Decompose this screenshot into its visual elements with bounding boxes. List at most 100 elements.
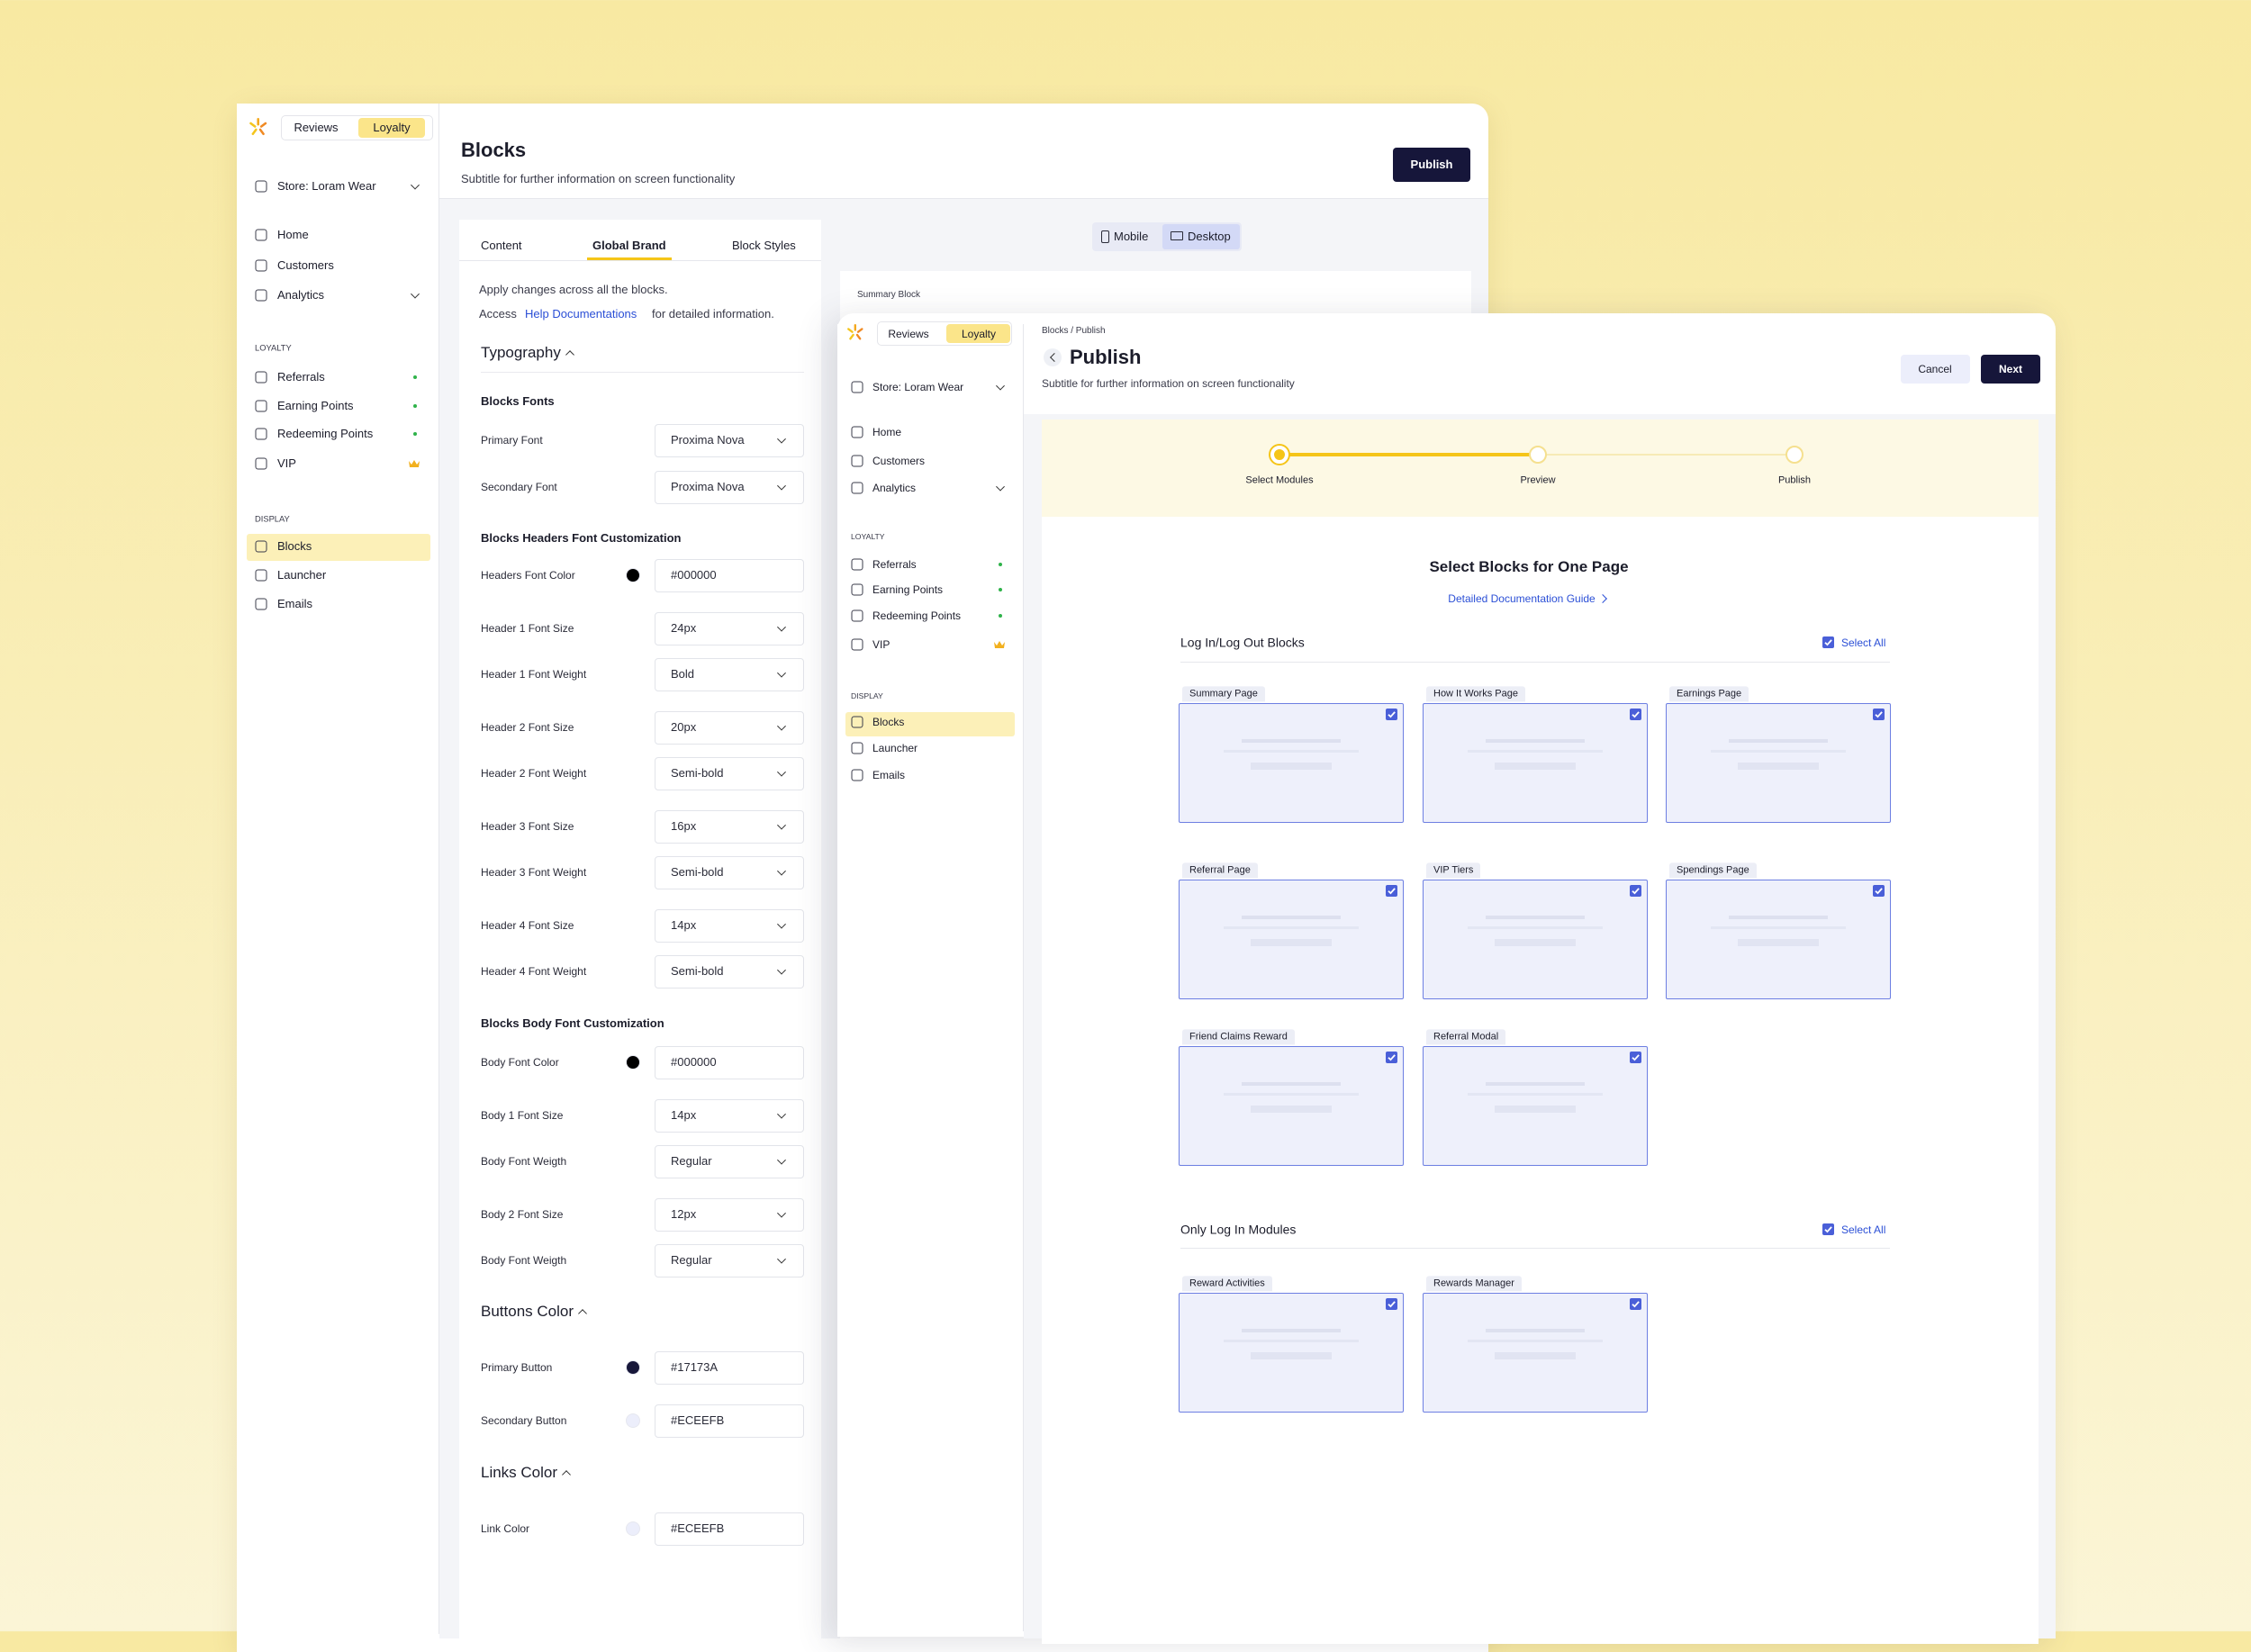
nav-item[interactable]: Launcher xyxy=(277,568,327,582)
help-link[interactable]: Help Documentations xyxy=(525,307,637,321)
nav-item[interactable]: Redeeming Points xyxy=(872,609,962,622)
checkbox[interactable] xyxy=(1630,1298,1641,1310)
field-value[interactable]: 20px xyxy=(671,720,697,735)
card-label[interactable]: Reward Activities xyxy=(1182,1276,1272,1292)
nav-item[interactable]: Earning Points xyxy=(872,582,944,596)
field-value[interactable]: Proxima Nova xyxy=(671,480,745,494)
checkbox[interactable] xyxy=(1630,885,1641,897)
select-all[interactable]: Select All xyxy=(1841,636,1886,649)
nav-item[interactable]: Referrals xyxy=(872,557,917,571)
field-input[interactable] xyxy=(655,1244,804,1277)
panel-tab[interactable]: Global Brand xyxy=(592,239,666,253)
color-swatch[interactable] xyxy=(626,1360,640,1375)
field-input[interactable] xyxy=(655,1512,804,1546)
color-swatch[interactable] xyxy=(626,568,640,582)
store-selector[interactable]: Store: Loram Wear xyxy=(277,179,376,194)
field-input[interactable] xyxy=(655,658,804,691)
nav-item[interactable]: Analytics xyxy=(277,288,325,302)
checkbox[interactable] xyxy=(1873,709,1885,720)
field-value[interactable]: #000000 xyxy=(671,1055,717,1070)
card-label[interactable]: Referral Modal xyxy=(1426,1029,1506,1045)
nav-item[interactable]: Blocks xyxy=(277,539,312,554)
card-label[interactable]: Friend Claims Reward xyxy=(1182,1029,1295,1045)
field-value[interactable]: Bold xyxy=(671,667,695,682)
field-input[interactable] xyxy=(655,1046,804,1079)
nav-item[interactable]: Launcher xyxy=(872,741,918,754)
card-label[interactable]: Summary Page xyxy=(1182,686,1265,702)
field-value[interactable]: Regular xyxy=(671,1253,712,1268)
checkbox[interactable] xyxy=(1873,885,1885,897)
field-value[interactable]: Semi-bold xyxy=(671,964,724,979)
view-option[interactable]: Mobile xyxy=(1114,230,1149,244)
next-button[interactable] xyxy=(1981,355,2040,384)
product-tab[interactable]: Loyalty xyxy=(961,327,997,340)
nav-item[interactable]: Earning Points xyxy=(277,399,354,413)
nav-item[interactable]: Blocks xyxy=(872,715,905,728)
nav-item[interactable]: Customers xyxy=(277,258,334,273)
nav-item[interactable]: Home xyxy=(872,425,902,438)
field-value[interactable]: Semi-bold xyxy=(671,766,724,781)
nav-item[interactable]: Emails xyxy=(277,597,313,611)
publish-button-label[interactable]: Publish xyxy=(1410,158,1453,172)
card-label[interactable]: Spendings Page xyxy=(1669,862,1757,879)
field-input[interactable] xyxy=(655,1145,804,1178)
product-tab[interactable]: Loyalty xyxy=(373,121,411,135)
field-value[interactable]: 14px xyxy=(671,1108,697,1123)
product-tab[interactable]: Reviews xyxy=(294,121,339,135)
field-value[interactable]: Proxima Nova xyxy=(671,433,745,447)
field-input[interactable] xyxy=(655,711,804,745)
field-value[interactable]: Regular xyxy=(671,1154,712,1169)
store-selector[interactable]: Store: Loram Wear xyxy=(872,380,964,393)
documentation-link[interactable]: Detailed Documentation Guide xyxy=(1448,591,1596,605)
card-label[interactable]: Rewards Manager xyxy=(1426,1276,1522,1292)
field-input[interactable] xyxy=(655,424,804,457)
card-label[interactable]: How It Works Page xyxy=(1426,686,1525,702)
field-value[interactable]: 16px xyxy=(671,819,697,834)
field-input[interactable] xyxy=(655,909,804,943)
color-swatch[interactable] xyxy=(626,1055,640,1070)
nav-item[interactable]: VIP xyxy=(872,637,890,651)
field-input[interactable] xyxy=(655,810,804,844)
checkbox[interactable] xyxy=(1386,885,1397,897)
color-swatch[interactable] xyxy=(626,1413,640,1428)
checkbox[interactable] xyxy=(1630,1052,1641,1063)
color-swatch[interactable] xyxy=(626,1521,640,1536)
section-title[interactable]: Typography xyxy=(481,343,561,361)
field-value[interactable]: #17173A xyxy=(671,1360,719,1375)
checkbox[interactable] xyxy=(1386,1298,1397,1310)
nav-item[interactable]: Home xyxy=(277,228,309,242)
field-input[interactable] xyxy=(655,1351,804,1385)
section-title[interactable]: Links Color xyxy=(481,1463,558,1481)
select-all[interactable]: Select All xyxy=(1841,1223,1886,1236)
publish-button[interactable] xyxy=(1393,148,1470,182)
field-value[interactable]: 12px xyxy=(671,1207,697,1222)
checkbox[interactable] xyxy=(1386,1052,1397,1063)
field-input[interactable] xyxy=(655,1404,804,1438)
field-input[interactable] xyxy=(655,1198,804,1232)
back-button[interactable] xyxy=(1044,348,1062,366)
checkbox[interactable] xyxy=(1386,709,1397,720)
card-label[interactable]: Earnings Page xyxy=(1669,686,1749,702)
field-value[interactable]: #ECEEFB xyxy=(671,1521,725,1536)
field-value[interactable]: #ECEEFB xyxy=(671,1413,725,1428)
field-value[interactable]: Semi-bold xyxy=(671,865,724,880)
cancel-button-label[interactable]: Cancel xyxy=(1918,362,1952,375)
field-input[interactable] xyxy=(655,1099,804,1133)
nav-item[interactable]: Referrals xyxy=(277,370,325,384)
view-toggle-active[interactable] xyxy=(1162,224,1240,249)
nav-item[interactable]: Redeeming Points xyxy=(277,427,374,441)
field-input[interactable] xyxy=(655,856,804,889)
next-button-label[interactable]: Next xyxy=(1998,362,2023,375)
card-label[interactable]: Referral Page xyxy=(1182,862,1258,879)
nav-item[interactable]: Emails xyxy=(872,768,906,781)
field-value[interactable]: 14px xyxy=(671,918,697,933)
field-value[interactable]: 24px xyxy=(671,621,697,636)
field-input[interactable] xyxy=(655,612,804,645)
nav-item[interactable]: Customers xyxy=(872,454,926,467)
nav-item[interactable]: Analytics xyxy=(872,481,917,494)
product-tab[interactable]: Reviews xyxy=(888,327,929,340)
panel-tab[interactable]: Block Styles xyxy=(732,239,796,253)
field-input[interactable] xyxy=(655,559,804,592)
checkbox[interactable] xyxy=(1822,1223,1834,1235)
checkbox[interactable] xyxy=(1822,636,1834,648)
